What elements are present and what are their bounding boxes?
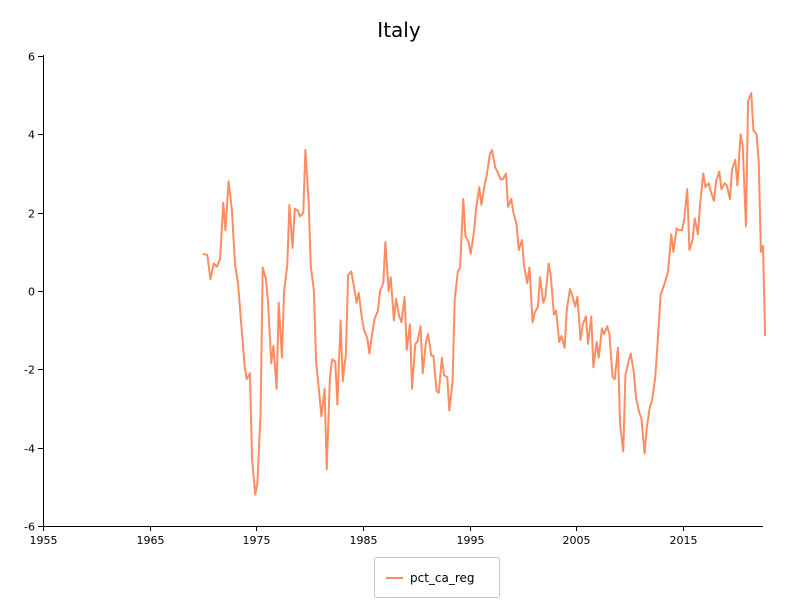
x-tick-label: 2005 bbox=[563, 534, 591, 547]
y-tick-label: -2 bbox=[24, 364, 35, 377]
legend-box bbox=[374, 557, 500, 598]
series-line-pct-ca-reg bbox=[202, 92, 767, 496]
x-tick-label: 1985 bbox=[350, 534, 378, 547]
y-axis-ticks: -6 -4 -2 0 2 4 6 bbox=[24, 51, 43, 534]
axes bbox=[43, 55, 763, 527]
x-tick-label: 1995 bbox=[457, 534, 485, 547]
y-tick-label: -6 bbox=[24, 521, 35, 534]
y-tick-label: 6 bbox=[28, 51, 35, 64]
x-tick-label: 1965 bbox=[137, 534, 165, 547]
x-tick-label: 1955 bbox=[30, 534, 58, 547]
series-layer bbox=[202, 92, 767, 496]
chart-title: Italy bbox=[377, 18, 421, 42]
y-tick-label: -4 bbox=[24, 443, 35, 456]
y-tick-label: 2 bbox=[28, 208, 35, 221]
legend-label-pct-ca-reg: pct_ca_reg bbox=[410, 571, 475, 585]
x-tick-label: 1975 bbox=[243, 534, 271, 547]
y-tick-label: 4 bbox=[28, 129, 35, 142]
x-axis-ticks: 1955 1965 1975 1985 1995 2005 2015 bbox=[30, 526, 698, 547]
legend[interactable]: pct_ca_reg bbox=[374, 557, 500, 598]
x-tick-label: 2015 bbox=[670, 534, 698, 547]
y-tick-label: 0 bbox=[28, 286, 35, 299]
